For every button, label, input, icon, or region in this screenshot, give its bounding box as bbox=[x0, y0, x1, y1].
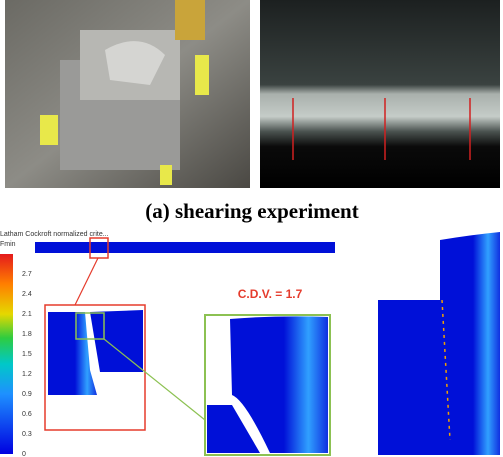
color-bar bbox=[0, 254, 13, 454]
legend-ticks: 2.7 2.4 2.1 1.8 1.5 1.2 0.9 0.6 0.3 0 bbox=[22, 271, 32, 457]
legend-tick: 1.2 bbox=[22, 371, 32, 378]
legend-tick: 0.9 bbox=[22, 391, 32, 398]
final-shape bbox=[378, 232, 500, 455]
legend-tick: 2.4 bbox=[22, 291, 32, 298]
legend-tick: 2.1 bbox=[22, 311, 32, 318]
caption: (a) shearing experiment bbox=[145, 199, 358, 223]
legend-tick: 0.6 bbox=[22, 411, 32, 418]
legend-tick: 1.8 bbox=[22, 331, 32, 338]
legend-tick: 0.3 bbox=[22, 431, 32, 438]
micrograph bbox=[260, 0, 500, 188]
legend-label: Fmin bbox=[0, 241, 16, 248]
legend-title: Latham Cockroft normalized crite... bbox=[0, 231, 109, 238]
cdv-annotation: C.D.V. = 1.7 bbox=[238, 287, 303, 301]
legend-tick: 2.7 bbox=[22, 271, 32, 278]
figure: (a) shearing experiment Latham Cockroft … bbox=[0, 0, 503, 457]
legend-tick: 0 bbox=[22, 451, 26, 457]
experiment-photo bbox=[5, 0, 250, 188]
legend-tick: 1.5 bbox=[22, 351, 32, 358]
sheet bbox=[35, 242, 335, 253]
zoom-line bbox=[75, 258, 98, 305]
